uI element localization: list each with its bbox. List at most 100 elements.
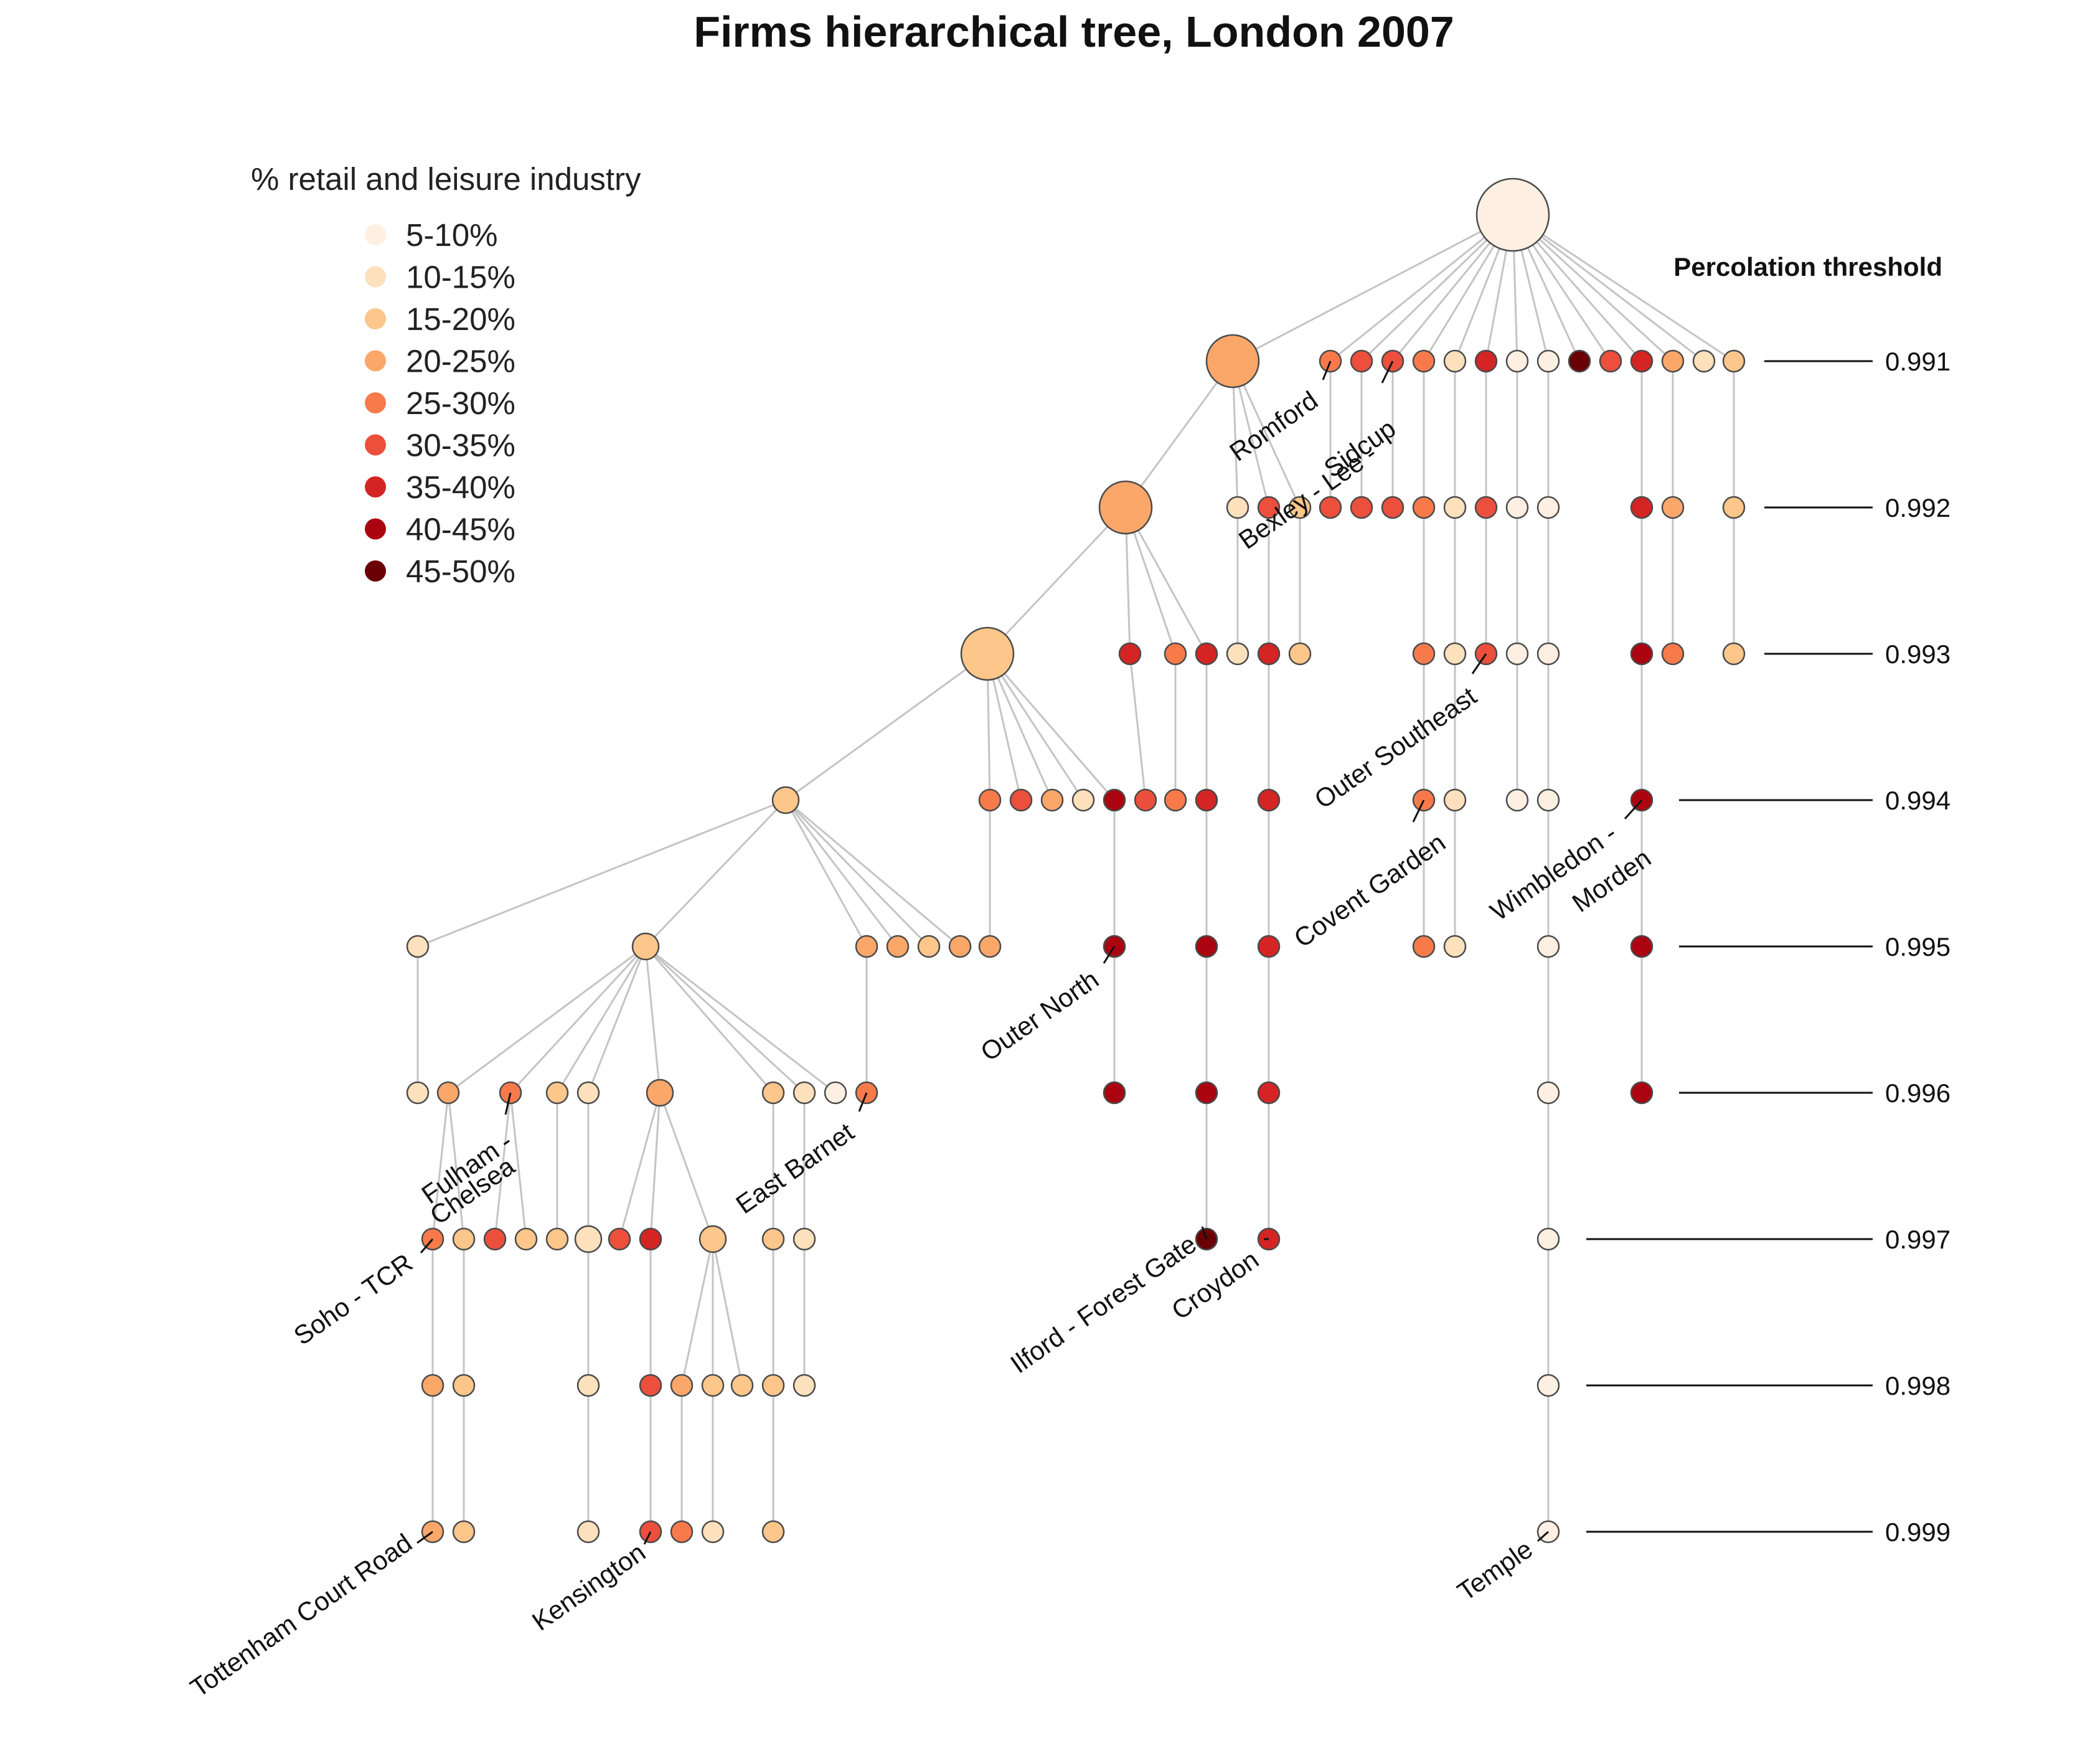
tree-node-g5 bbox=[576, 1081, 600, 1105]
tree-node-i8 bbox=[761, 1374, 785, 1397]
tree-node-c2 bbox=[1257, 496, 1281, 519]
leader-kensington bbox=[643, 1531, 652, 1545]
leader-outer_southeast bbox=[1471, 653, 1487, 674]
threshold-title: Percolation threshold bbox=[1673, 252, 1942, 281]
tree-node-c7 bbox=[1412, 496, 1436, 519]
tree-node-f11 bbox=[1412, 935, 1436, 958]
tree-node-d10 bbox=[1505, 642, 1529, 666]
node-label-tcr: Tottenham Court Road bbox=[185, 1528, 417, 1703]
tree-node-f14 bbox=[1630, 935, 1654, 958]
edge-a3-f6 bbox=[785, 799, 961, 948]
edge-a2-e4 bbox=[986, 653, 1085, 801]
tree-node-c10 bbox=[1505, 496, 1529, 519]
tree-node-e8 bbox=[1195, 788, 1218, 812]
tree-node-b7 bbox=[1505, 349, 1529, 373]
threshold-label-5: 0.996 bbox=[1885, 1078, 1950, 1108]
legend-swatch-4 bbox=[365, 392, 386, 413]
tree-node-e9 bbox=[1257, 788, 1281, 812]
edge-a3-f2 bbox=[644, 799, 787, 948]
tree-node-h7 bbox=[608, 1227, 631, 1251]
threshold-label-6: 0.997 bbox=[1885, 1225, 1950, 1254]
threshold-label-7: 0.998 bbox=[1885, 1371, 1950, 1400]
legend-label-3: 20-25% bbox=[406, 344, 515, 379]
tree-node-b12 bbox=[1661, 349, 1685, 373]
tree-node-e7 bbox=[1164, 788, 1187, 812]
leader-east_barnet bbox=[858, 1092, 868, 1112]
edge-a2-a3 bbox=[785, 653, 988, 801]
tree-node-a1 bbox=[1098, 480, 1153, 535]
tree-node-b8 bbox=[1536, 349, 1560, 373]
tree-node-h4 bbox=[514, 1227, 538, 1251]
node-label-temple: Temple bbox=[1452, 1534, 1538, 1606]
tree-node-h14 bbox=[1536, 1227, 1560, 1251]
tree-node-g11 bbox=[1103, 1081, 1126, 1105]
tree-node-i7 bbox=[730, 1374, 754, 1397]
tree-node-g9 bbox=[824, 1081, 847, 1105]
tree-edges bbox=[416, 214, 1735, 1532]
tree-node-f10 bbox=[1257, 935, 1281, 958]
legend-label-7: 40-45% bbox=[406, 512, 515, 547]
tree-node-a3 bbox=[771, 786, 800, 814]
tree-node-e11 bbox=[1443, 788, 1467, 812]
tree-node-a0 bbox=[1205, 334, 1260, 389]
edge-a3-f1 bbox=[417, 799, 786, 948]
tree-node-c5 bbox=[1350, 496, 1373, 519]
tree-node-b9 bbox=[1568, 349, 1591, 373]
tree-nodes bbox=[406, 177, 1746, 1544]
edge-g3-h3 bbox=[494, 1092, 512, 1240]
legend-swatch-8 bbox=[365, 560, 386, 582]
edge-R-b13 bbox=[1512, 214, 1705, 362]
edge-f2-g2 bbox=[448, 945, 646, 1094]
tree-node-b10 bbox=[1599, 349, 1622, 373]
tree-node-h2 bbox=[452, 1227, 476, 1251]
edge-a3-f3 bbox=[784, 799, 868, 947]
legend-label-1: 10-15% bbox=[406, 260, 515, 295]
legend-title: % retail and leisure industry bbox=[251, 161, 641, 197]
tree-node-f7 bbox=[978, 935, 1002, 958]
tree-node-d13 bbox=[1661, 642, 1685, 666]
leader-tcr bbox=[416, 1531, 433, 1544]
tree-node-g7 bbox=[761, 1081, 785, 1105]
leader-temple bbox=[1537, 1531, 1549, 1542]
legend-swatch-1 bbox=[365, 266, 386, 288]
legend-label-5: 30-35% bbox=[406, 428, 515, 463]
edge-f2-g5 bbox=[587, 946, 647, 1093]
edge-f2-g6 bbox=[644, 946, 661, 1093]
tree-node-g8 bbox=[793, 1081, 816, 1105]
tree-node-d3 bbox=[1195, 642, 1218, 666]
tree-node-g12 bbox=[1195, 1081, 1218, 1105]
tree-node-c1 bbox=[1226, 496, 1249, 519]
tree-node-b13 bbox=[1692, 349, 1716, 373]
threshold-axis: Percolation threshold 0.991 0.992 0.993 0.9… bbox=[1586, 252, 1950, 1547]
tree-node-c3 bbox=[1288, 496, 1312, 519]
node-label-covent-garden: Covent Garden bbox=[1289, 828, 1451, 953]
leader-ilford bbox=[1201, 1226, 1208, 1240]
tree-node-e2 bbox=[1009, 788, 1033, 812]
tree-node-c6 bbox=[1381, 496, 1405, 519]
edge-a0-a1 bbox=[1124, 361, 1234, 508]
tree-node-i10 bbox=[1536, 1374, 1560, 1397]
edge-d1-e6 bbox=[1129, 653, 1147, 801]
legend-swatch-5 bbox=[365, 434, 386, 456]
tree-node-h3 bbox=[483, 1227, 507, 1251]
tree-node-d1 bbox=[1118, 642, 1142, 666]
tree-node-h8 bbox=[639, 1227, 662, 1251]
edge-g2-h1 bbox=[431, 1092, 449, 1240]
tree-node-c4 bbox=[1319, 496, 1342, 519]
tree-node-j6 bbox=[701, 1520, 725, 1544]
tree-node-a2 bbox=[960, 626, 1015, 681]
node-label-soho: Soho - TCR bbox=[288, 1248, 418, 1351]
edge-h9-i5 bbox=[680, 1238, 714, 1386]
tree-node-b2 bbox=[1350, 349, 1373, 373]
tree-node-j2 bbox=[452, 1520, 476, 1544]
tree-node-j5 bbox=[670, 1520, 694, 1544]
tree-node-d4 bbox=[1226, 642, 1249, 666]
tree-node-d2 bbox=[1164, 642, 1187, 666]
tree-node-h6 bbox=[574, 1225, 603, 1253]
tree-node-f5 bbox=[917, 935, 941, 958]
edge-f2-g4 bbox=[556, 946, 647, 1093]
edge-f2-g3 bbox=[509, 945, 647, 1094]
leader-outer_north bbox=[1103, 946, 1116, 964]
tree-node-g15 bbox=[1630, 1081, 1654, 1105]
